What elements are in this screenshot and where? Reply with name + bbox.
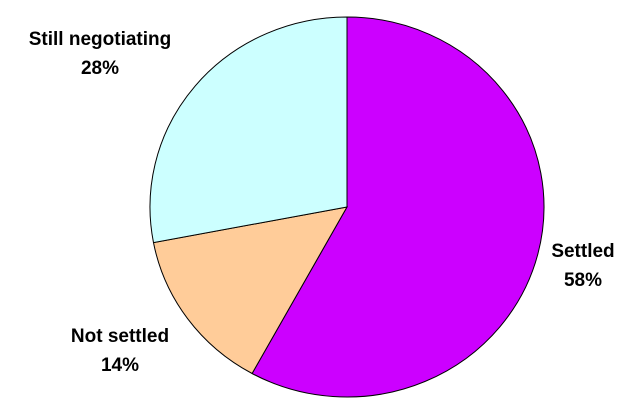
slice-label-settled-percent: 58% xyxy=(564,270,602,291)
slice-label-still-negotiating-name: Still negotiating xyxy=(29,29,172,50)
slice-label-settled-name: Settled xyxy=(551,241,614,262)
pie-slices xyxy=(149,16,545,398)
slice-label-not-settled-name: Not settled xyxy=(71,326,169,347)
pie-slice-still-negotiating xyxy=(149,16,348,244)
slice-label-still-negotiating-percent: 28% xyxy=(81,58,119,79)
pie-slice-not-settled xyxy=(152,206,348,375)
slice-label-not-settled-percent: 14% xyxy=(101,355,139,376)
pie-slice-settled xyxy=(251,16,545,398)
